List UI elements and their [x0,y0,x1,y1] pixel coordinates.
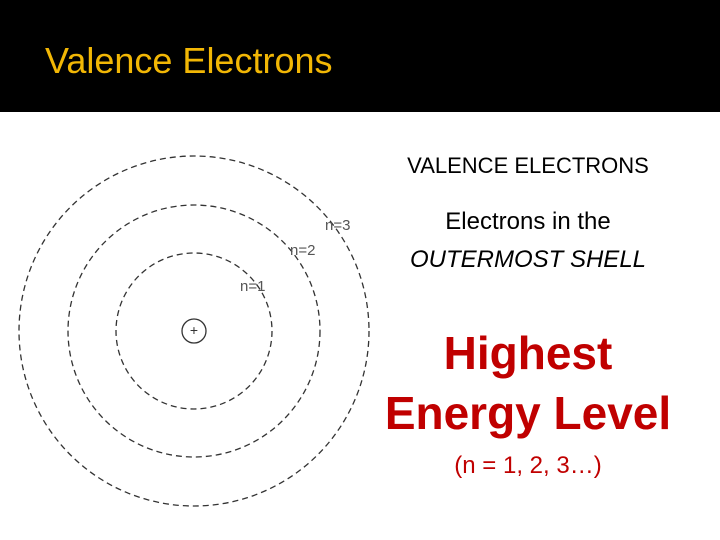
nucleus-label: + [190,322,198,338]
emphasis: Highest [443,327,613,379]
shell-circle [115,252,273,410]
text-line: Electrons in the [445,208,611,235]
text-line: OUTERMOST SHELL [409,246,647,273]
slide-title: Valence Electrons [45,40,333,81]
shell-label: n=2 [290,242,315,259]
nucleus [181,318,207,344]
shell-label: n=1 [240,278,265,295]
shell-label: n=3 [325,217,350,234]
shell-circle [18,155,370,507]
emphasis: Energy Level [384,387,672,439]
bohr-diagram: + n=1 n=2 n=3 [18,155,370,507]
note: (n = 1, 2, 3…) [454,452,602,479]
shell-circle [67,204,321,458]
heading: VALENCE ELECTRONS [407,153,649,178]
header-band [0,0,720,112]
